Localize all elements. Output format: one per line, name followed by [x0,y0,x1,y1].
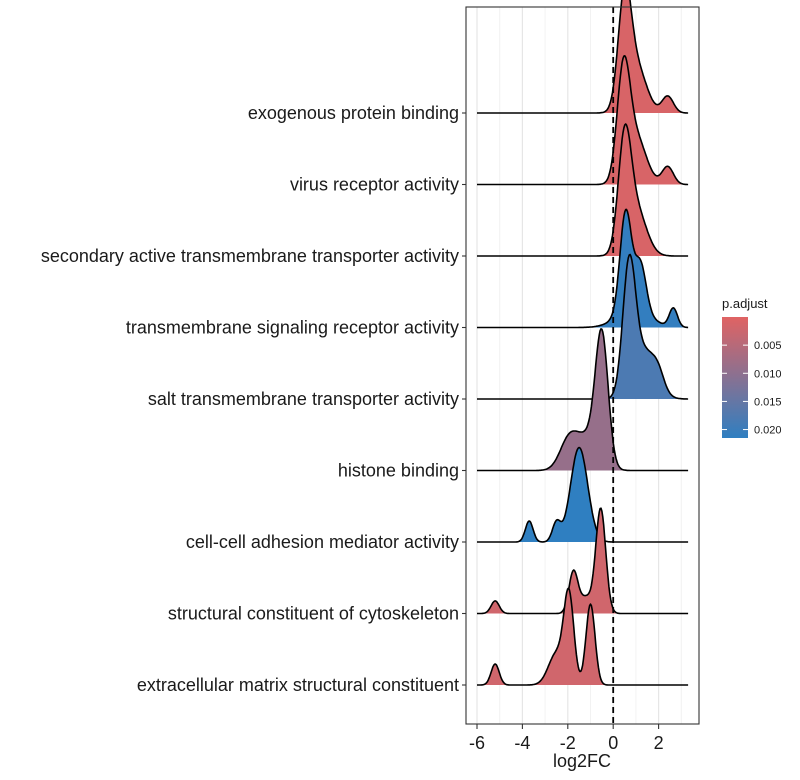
ridge-0 [477,0,689,114]
ridge-outline [477,0,689,114]
panel-border [465,6,700,725]
y-label: transmembrane signaling receptor activit… [126,318,459,338]
ridge-outline [477,55,689,186]
y-label: structural constituent of cytoskeleton [168,604,459,624]
ridge-outline [477,446,689,543]
legend-tick-label: 0.005 [754,340,782,352]
x-axis-title: log2FC [553,751,611,771]
y-label: exogenous protein binding [248,103,459,123]
ridge-outline [477,208,689,329]
panel-frame [465,6,700,725]
ridge-fill [477,209,689,328]
ridge-outline [477,587,689,686]
ridge-outline [477,253,689,400]
x-tick-label: -4 [514,733,530,753]
ridge-outline [477,123,689,257]
ridge-6 [477,446,689,543]
ridge-8 [477,587,689,686]
x-tick-label: -2 [560,733,576,753]
legend-tick-label: 0.015 [754,396,782,408]
ridge-fill [477,0,689,113]
x-tick-label: -6 [469,733,485,753]
color-legend: p.adjust 0.005 0.010 0.015 0.020 [722,296,782,438]
ridge-3 [477,208,689,329]
ridge-4 [477,253,689,400]
y-label: extracellular matrix structural constitu… [137,675,459,695]
x-axis: -6 -4 -2 0 2 [469,724,664,753]
ridge-outline [477,328,689,472]
legend-tick-label: 0.020 [754,425,782,437]
y-label: secondary active transmembrane transport… [41,246,459,266]
ridge-5 [477,328,689,472]
ridge-fill [477,328,689,471]
y-label: virus receptor activity [290,175,459,195]
ridge-fill [477,124,689,256]
x-tick-label: 2 [654,733,664,753]
ridge-fill [477,55,689,185]
legend-title: p.adjust [722,296,768,311]
y-label: histone binding [338,461,459,481]
ridge-outline [477,507,689,615]
ridge-2 [477,123,689,257]
ridge-1 [477,55,689,186]
ridge-fill [477,447,689,542]
x-tick-label: 0 [608,733,618,753]
y-label: salt transmembrane transporter activity [148,389,459,409]
y-label: cell-cell adhesion mediator activity [186,532,459,552]
legend-tick-label: 0.010 [754,368,782,380]
ridge-series [477,0,689,686]
y-axis-labels: exogenous protein binding virus receptor … [41,103,466,695]
ridge-7 [477,507,689,615]
legend-colorbar [722,317,748,438]
